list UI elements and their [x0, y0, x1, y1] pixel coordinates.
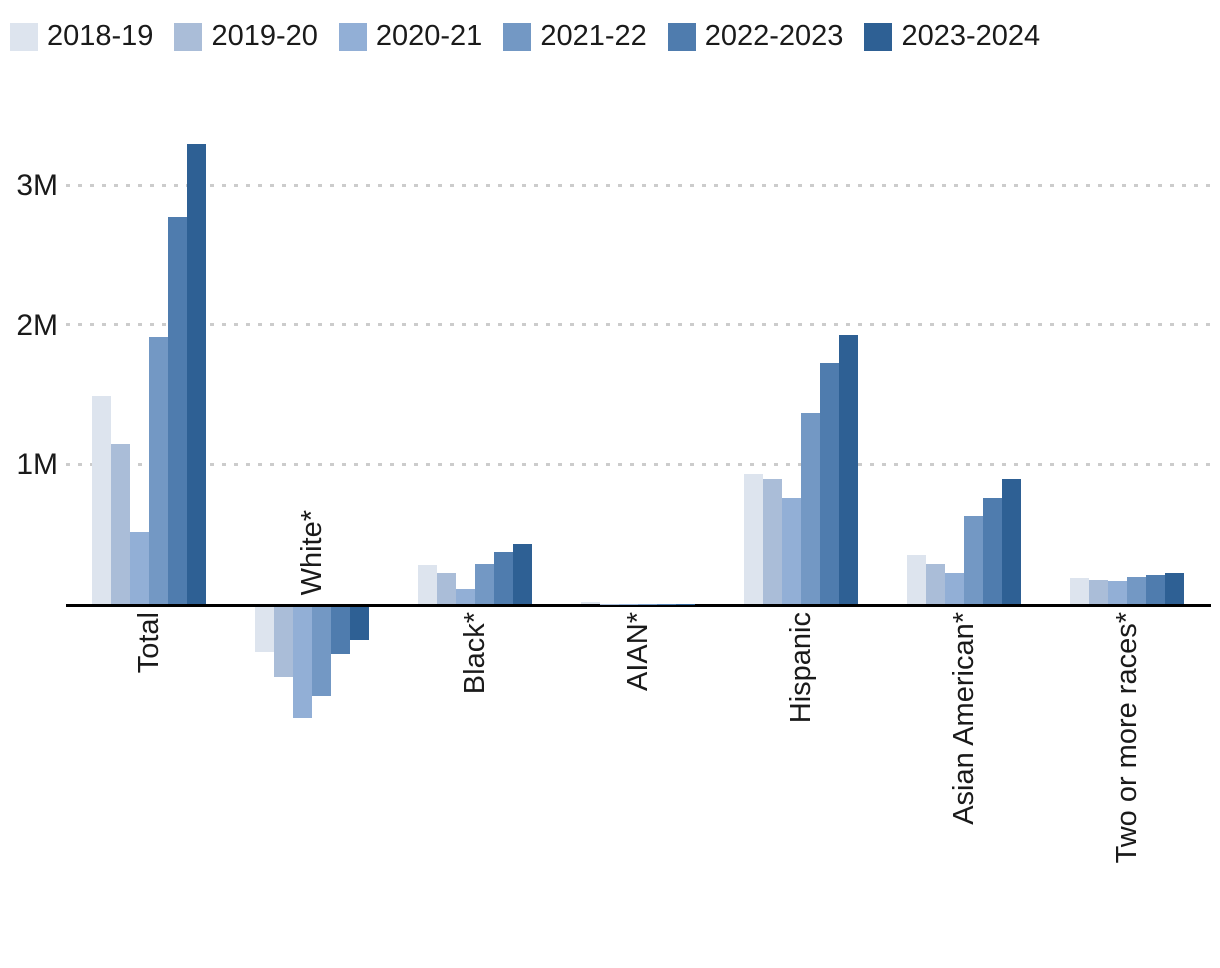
legend-item-2020-21: 2020-21	[338, 20, 483, 52]
y-axis-tick-1m: 1M	[16, 448, 58, 481]
legend-item-2022-2023: 2022-2023	[667, 20, 844, 52]
legend-label: 2019-20	[211, 20, 318, 52]
bar-asian-american-2019-20	[926, 563, 945, 604]
bar-black-2020-21	[456, 588, 475, 604]
legend-label: 2018-19	[47, 20, 154, 52]
bar-two-or-more-races-2020-21	[1108, 581, 1127, 604]
bar-two-or-more-races-2022-2023	[1146, 574, 1165, 604]
bar-hispanic-2018-19	[744, 474, 763, 604]
legend: 2018-19 2019-20 2020-21 2021-22 2022-2023 202…	[10, 22, 1040, 51]
bar-two-or-more-races-2018-19	[1070, 578, 1089, 604]
legend-label: 2022-2023	[704, 20, 844, 52]
legend-swatch-icon	[10, 22, 38, 51]
bar-hispanic-2021-22	[801, 413, 820, 604]
category-label-hispanic: Hispanic	[785, 612, 817, 724]
legend-label: 2020-21	[375, 20, 483, 52]
category-label-two-or-more-races: Two or more races*	[1111, 612, 1143, 864]
bar-black-2021-22	[475, 563, 494, 604]
gridline-2m	[66, 323, 1211, 326]
category-label-asian-american: Asian American*	[948, 612, 980, 825]
bar-white-2020-21	[293, 607, 312, 719]
bar-two-or-more-races-2021-22	[1127, 576, 1146, 604]
bar-total-2020-21	[130, 531, 149, 604]
bar-total-2021-22	[149, 336, 168, 604]
bar-hispanic-2020-21	[782, 498, 801, 604]
bar-white-2019-20	[274, 607, 293, 677]
bar-white-2023-2024	[350, 607, 369, 641]
bar-hispanic-2022-2023	[820, 363, 839, 604]
legend-item-2018-19: 2018-19	[10, 22, 153, 51]
bar-black-2019-20	[437, 573, 456, 604]
category-label-aian: AIAN*	[622, 612, 654, 691]
bar-black-2018-19	[418, 565, 437, 604]
bar-white-2022-2023	[331, 607, 350, 655]
y-axis-tick-2m: 2M	[16, 309, 58, 342]
legend-item-2019-20: 2019-20	[174, 20, 318, 52]
bar-aian-2018-19	[581, 601, 600, 604]
bar-black-2023-2024	[513, 544, 532, 604]
bar-total-2023-2024	[187, 144, 206, 604]
bar-two-or-more-races-2023-2024	[1165, 573, 1184, 604]
bar-two-or-more-races-2019-20	[1089, 579, 1108, 604]
bar-asian-american-2018-19	[907, 555, 926, 604]
legend-swatch-icon	[338, 22, 367, 51]
bar-asian-american-2020-21	[945, 573, 964, 604]
x-axis-line	[66, 604, 1211, 607]
category-label-total: Total	[133, 612, 165, 674]
bar-asian-american-2021-22	[964, 516, 983, 604]
bar-white-2018-19	[255, 607, 274, 652]
y-axis-tick-3m: 3M	[16, 169, 58, 202]
legend-swatch-icon	[667, 22, 696, 51]
legend-swatch-icon	[864, 22, 893, 51]
legend-swatch-icon	[503, 22, 532, 51]
bar-white-2021-22	[312, 607, 331, 697]
bar-asian-american-2022-2023	[983, 498, 1002, 604]
legend-item-2023-2024: 2023-2024	[864, 22, 1040, 51]
gridline-1m	[66, 463, 1211, 466]
bar-hispanic-2019-20	[763, 478, 782, 604]
legend-item-2021-22: 2021-22	[503, 20, 647, 52]
bar-hispanic-2023-2024	[839, 335, 858, 604]
gridline-3m	[66, 184, 1211, 187]
legend-label: 2021-22	[540, 20, 647, 52]
bar-total-2019-20	[111, 443, 130, 604]
category-label-white: White*	[296, 509, 328, 595]
legend-swatch-icon	[174, 22, 203, 51]
bar-black-2022-2023	[494, 552, 513, 604]
category-label-black: Black*	[459, 612, 491, 695]
legend-label: 2023-2024	[901, 20, 1041, 52]
bar-total-2018-19	[92, 396, 111, 604]
bar-total-2022-2023	[168, 216, 187, 604]
bar-asian-american-2023-2024	[1002, 478, 1021, 604]
